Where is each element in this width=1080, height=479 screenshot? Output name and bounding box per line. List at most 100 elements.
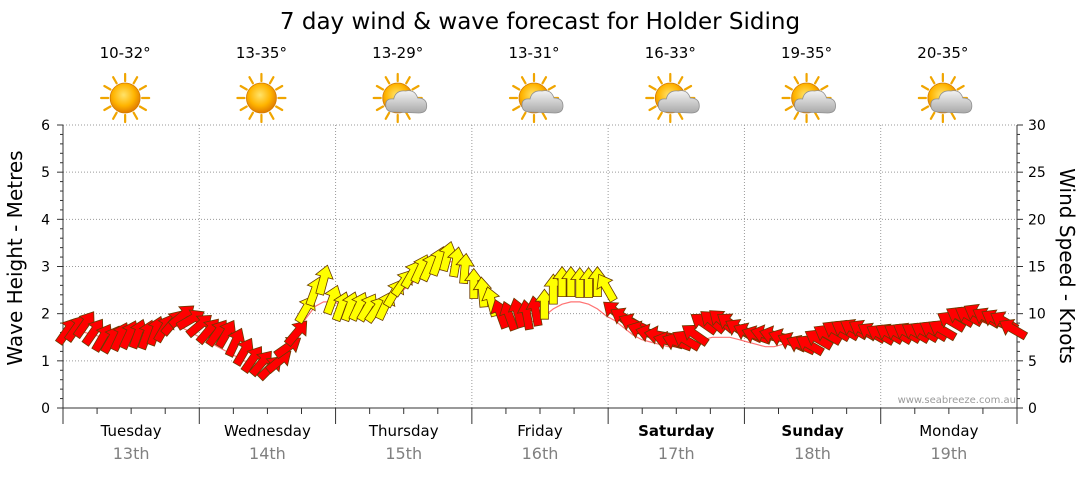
sun-ray (249, 113, 253, 119)
sun-ray (241, 86, 247, 90)
sun-ray (815, 77, 819, 83)
temperature-range: 20-35° (917, 44, 968, 62)
temperature-range: 13-35° (236, 44, 287, 62)
day-name-label: Tuesday (100, 422, 162, 440)
sun-icon (237, 74, 285, 122)
sun-ray (922, 107, 928, 111)
sun-ray (513, 107, 519, 111)
sun-ray (685, 86, 691, 90)
sun-cloud-icon (510, 74, 563, 122)
y-left-tick-label: 3 (41, 260, 50, 276)
sun-ray (386, 77, 390, 83)
day-name-label: Monday (919, 422, 978, 440)
sun-ray (786, 107, 792, 111)
sun-ray (113, 113, 117, 119)
y-left-tick-label: 2 (41, 307, 50, 323)
sun-ray (386, 113, 390, 119)
sun-ray (815, 113, 819, 119)
temperature-range: 13-31° (508, 44, 559, 62)
day-name-label: Sunday (781, 422, 844, 440)
temperature-range: 13-29° (372, 44, 423, 62)
day-name-label: Saturday (638, 422, 715, 440)
sun-ray (650, 107, 656, 111)
sun-ray (543, 77, 547, 83)
sun-ray (650, 86, 656, 90)
sun-ray (821, 86, 827, 90)
sun-ray (795, 77, 799, 83)
sun-ray (658, 113, 662, 119)
sun-ray (412, 86, 418, 90)
wind-arrows-series (51, 239, 1030, 384)
y-right-tick-label: 0 (1028, 401, 1037, 417)
sun-ray (406, 77, 410, 83)
sun-ray (951, 77, 955, 83)
sun-ray (931, 113, 935, 119)
y-right-tick-label: 5 (1028, 354, 1037, 370)
day-date-label: 13th (113, 444, 150, 463)
axes: 0123456051015202530 (41, 118, 1046, 424)
sun-ray (377, 107, 383, 111)
day-name-label: Wednesday (224, 422, 311, 440)
sun-ray (241, 107, 247, 111)
sun-ray (140, 107, 146, 111)
day-name-label: Friday (517, 422, 563, 440)
y-axis-left-label: Wave Height - Metres (3, 150, 27, 365)
sun-disc (110, 83, 140, 113)
day-date-label: 15th (385, 444, 422, 463)
sun-ray (549, 86, 555, 90)
sun-icon (101, 74, 149, 122)
sun-ray (270, 77, 274, 83)
sun-ray (795, 113, 799, 119)
sun-ray (276, 107, 282, 111)
grid-lines (63, 125, 1017, 408)
sun-ray (786, 86, 792, 90)
y-right-tick-label: 25 (1028, 165, 1046, 181)
sun-ray (958, 86, 964, 90)
day-date-label: 16th (522, 444, 559, 463)
temperature-range: 19-35° (781, 44, 832, 62)
sun-ray (658, 77, 662, 83)
sun-ray (931, 77, 935, 83)
sun-ray (377, 86, 383, 90)
y-left-tick-label: 0 (41, 401, 50, 417)
sun-cloud-icon (783, 74, 836, 122)
sun-ray (140, 86, 146, 90)
chart-title: 7 day wind & wave forecast for Holder Si… (280, 9, 800, 35)
day-date-label: 19th (930, 444, 967, 463)
sun-cloud-icon (646, 74, 699, 122)
y-right-tick-label: 30 (1028, 118, 1046, 134)
sun-ray (249, 77, 253, 83)
sun-ray (134, 113, 138, 119)
sun-cloud-icon (919, 74, 972, 122)
day-date-label: 14th (249, 444, 286, 463)
y-axis-right-label: Wind Speed - Knots (1055, 168, 1079, 364)
temperature-range: 10-32° (100, 44, 151, 62)
watermark: www.seabreeze.com.au (898, 395, 1016, 406)
sun-ray (104, 107, 110, 111)
y-left-tick-label: 6 (41, 118, 50, 134)
day-date-label: 17th (658, 444, 695, 463)
sun-ray (922, 86, 928, 90)
sun-ray (679, 77, 683, 83)
day-date-label: 18th (794, 444, 831, 463)
sun-ray (951, 113, 955, 119)
weather-header: 10-32° 13-35° 13-29° 13-31° 16-33° 19-35° 20-3… (100, 44, 972, 122)
sun-ray (522, 77, 526, 83)
sun-disc (246, 83, 276, 113)
sun-ray (270, 113, 274, 119)
sun-ray (134, 77, 138, 83)
y-left-tick-label: 5 (41, 165, 50, 181)
y-left-tick-label: 4 (41, 212, 50, 228)
sun-ray (513, 86, 519, 90)
sun-ray (113, 77, 117, 83)
sun-ray (679, 113, 683, 119)
y-right-tick-label: 20 (1028, 212, 1046, 228)
temperature-range: 16-33° (645, 44, 696, 62)
day-labels: Tuesday13thWednesday14thThursday15thFrid… (100, 422, 979, 463)
y-right-tick-label: 10 (1028, 307, 1046, 323)
sun-ray (522, 113, 526, 119)
sun-cloud-icon (374, 74, 427, 122)
sun-ray (543, 113, 547, 119)
